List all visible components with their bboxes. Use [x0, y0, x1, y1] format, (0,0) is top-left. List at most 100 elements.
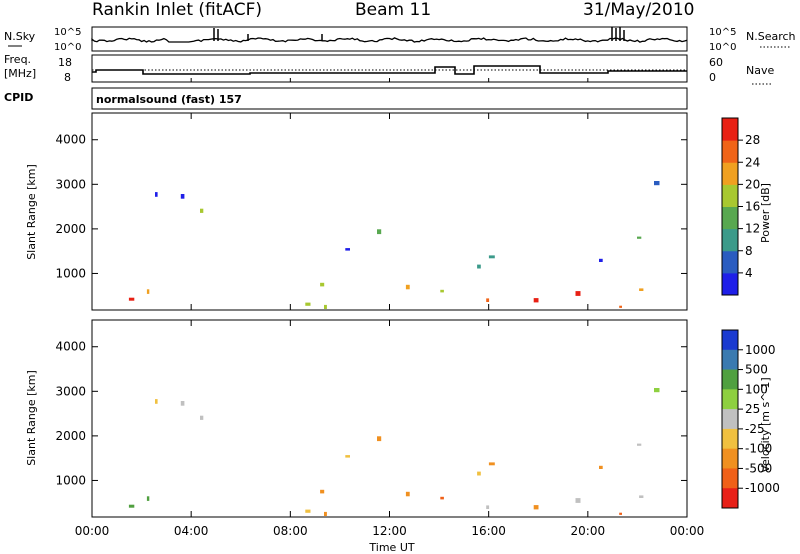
power-cell — [440, 289, 444, 293]
velocity-cell — [146, 496, 150, 501]
colorbar-segment — [722, 140, 738, 163]
power-heatmap-cells — [128, 181, 660, 309]
cpid-text: normalsound (fast) 157 — [96, 93, 242, 106]
velocity-cell — [488, 462, 495, 466]
x-tick-label: 12:00 — [372, 524, 407, 538]
colorbar-segment — [722, 448, 738, 469]
colorbar-tick-label: 8 — [745, 244, 753, 258]
power-colorbar-label: Power [dB] — [759, 183, 772, 243]
power-cell — [324, 304, 327, 309]
x-tick-label: 04:00 — [174, 524, 209, 538]
colorbar-segment — [722, 369, 738, 390]
colorbar-frame — [721, 329, 739, 509]
velocity-cell — [575, 498, 581, 503]
y-tick-label: 2000 — [55, 429, 86, 443]
y-tick-label: 3000 — [55, 384, 86, 398]
x-tick-label: 20:00 — [571, 524, 606, 538]
velocity-cell — [320, 489, 325, 494]
colorbar-segment — [722, 389, 738, 410]
colorbar-tick-label: 25 — [745, 402, 760, 416]
colorbar-tick-label: 12 — [745, 222, 760, 236]
y-tick-label: 4000 — [55, 133, 86, 147]
colorbar-segment — [722, 428, 738, 450]
nave-label: Nave — [746, 64, 774, 77]
x-tick-label: 00:00 — [75, 524, 110, 538]
colorbar-segment — [722, 184, 738, 207]
velocity-cell — [200, 415, 204, 420]
colorbar-segment — [722, 250, 738, 274]
freq-label-2: [MHz] — [4, 67, 36, 80]
nave-tick-bottom: 0 — [709, 71, 716, 84]
colorbar-tick-label: 28 — [745, 133, 760, 147]
velocity-cell — [128, 504, 135, 508]
y-tick-label: 3000 — [55, 177, 86, 191]
colorbar-segment — [722, 330, 738, 351]
power-cell — [128, 297, 135, 301]
velocity-cell — [477, 471, 481, 476]
colorbar-tick-label: -1000 — [745, 481, 780, 495]
y-tick-label: 1000 — [55, 266, 86, 280]
velocity-cell — [155, 399, 158, 404]
power-cell — [155, 192, 158, 197]
colorbar-tick-label: 1000 — [745, 343, 776, 357]
velocity-cell — [305, 509, 311, 513]
colorbar-segment — [722, 272, 738, 296]
freq-panel — [91, 54, 688, 83]
colorbar-tick-label: -25 — [745, 422, 765, 436]
colorbar-segment — [722, 409, 738, 430]
velocity-cell — [639, 495, 644, 498]
power-cell — [200, 208, 204, 213]
date-title: 31/May/2010 — [583, 0, 695, 20]
power-cell — [180, 194, 185, 199]
y-tick-label: 1000 — [55, 473, 86, 487]
colorbar-tick-label: 500 — [745, 363, 768, 377]
power-cell — [377, 229, 382, 235]
velocity-cell — [440, 496, 444, 500]
y-tick-label: 2000 — [55, 222, 86, 236]
velocity-cell — [599, 465, 603, 469]
velocity-heatmap-cells — [128, 388, 660, 516]
power-ylabel: Slant Range [km] — [25, 164, 38, 260]
colorbar-tick-label: 100 — [745, 382, 768, 396]
x-tick-label: 08:00 — [273, 524, 308, 538]
power-cell — [639, 288, 644, 291]
velocity-cell — [533, 505, 539, 510]
colorbar-segment — [722, 206, 738, 230]
noise-left-tick-bottom: 10^0 — [54, 42, 81, 53]
velocity-cell — [377, 436, 382, 442]
velocity-panel — [91, 319, 688, 518]
noise-right-tick-bottom: 10^0 — [709, 42, 736, 53]
power-cell — [654, 181, 660, 186]
x-axis-ticks: 00:00 04:00 08:00 12:00 16:00 20:00 00:00 — [75, 78, 704, 538]
noise-left-label: N.Sky — [4, 30, 36, 43]
velocity-colorbar-label: Velocity [m s^-1] — [759, 377, 772, 472]
beam-title: Beam 11 — [355, 0, 431, 20]
noise-trace — [91, 37, 688, 43]
noise-right-label: N.Search — [746, 30, 796, 43]
velocity-cell — [345, 455, 350, 458]
colorbar-tick-label: 20 — [745, 177, 760, 191]
velocity-colorbar: 1000 500 100 25 -25 -100 -500 -1000 — [721, 329, 780, 509]
velocity-cell — [405, 491, 410, 497]
colorbar-segment — [722, 162, 738, 185]
velocity-y-ticks: 1000 2000 3000 4000 — [55, 340, 687, 487]
freq-tick-top: 18 — [58, 56, 72, 69]
velocity-cell — [180, 401, 185, 406]
cpid-label: CPID — [4, 91, 33, 104]
noise-right-tick-top: 10^5 — [709, 27, 736, 38]
power-cell — [305, 302, 311, 306]
nave-tick-top: 60 — [709, 56, 723, 69]
velocity-cell — [654, 388, 660, 393]
velocity-ylabel: Slant Range [km] — [25, 370, 38, 466]
colorbar-tick-label: 24 — [745, 155, 760, 169]
colorbar-segment — [722, 488, 738, 509]
colorbar-tick-label: 4 — [745, 266, 753, 280]
power-cell — [575, 291, 581, 296]
power-colorbar: 4 8 12 16 20 24 28 — [721, 117, 760, 296]
power-panel — [91, 112, 688, 311]
power-cell — [320, 282, 325, 287]
colorbar-segment — [722, 228, 738, 252]
power-cell — [146, 289, 150, 294]
power-cell — [488, 255, 495, 259]
